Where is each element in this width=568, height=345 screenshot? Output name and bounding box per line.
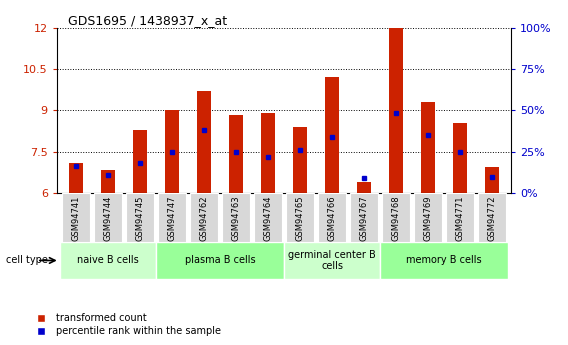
FancyBboxPatch shape	[319, 193, 345, 242]
Text: plasma B cells: plasma B cells	[185, 256, 255, 265]
Text: memory B cells: memory B cells	[406, 256, 482, 265]
FancyBboxPatch shape	[478, 193, 506, 242]
Bar	[325, 77, 339, 193]
Bar	[357, 182, 371, 193]
FancyBboxPatch shape	[62, 193, 90, 242]
FancyBboxPatch shape	[156, 241, 284, 279]
FancyBboxPatch shape	[223, 193, 249, 242]
Bar	[389, 28, 403, 193]
Text: GSM94766: GSM94766	[328, 196, 336, 241]
FancyBboxPatch shape	[158, 193, 186, 242]
Text: cell type: cell type	[6, 256, 48, 265]
Text: GDS1695 / 1438937_x_at: GDS1695 / 1438937_x_at	[68, 14, 227, 27]
Bar	[229, 115, 243, 193]
Text: GSM94767: GSM94767	[360, 196, 369, 241]
FancyBboxPatch shape	[190, 193, 218, 242]
FancyBboxPatch shape	[382, 193, 410, 242]
FancyBboxPatch shape	[254, 193, 282, 242]
FancyBboxPatch shape	[286, 193, 314, 242]
FancyBboxPatch shape	[60, 241, 156, 279]
Text: GSM94772: GSM94772	[487, 196, 496, 241]
Text: GSM94744: GSM94744	[103, 196, 112, 241]
FancyBboxPatch shape	[446, 193, 474, 242]
FancyBboxPatch shape	[284, 241, 380, 279]
Bar	[133, 130, 147, 193]
Bar	[261, 113, 275, 193]
FancyBboxPatch shape	[94, 193, 122, 242]
Text: naive B cells: naive B cells	[77, 256, 139, 265]
Bar	[293, 127, 307, 193]
FancyBboxPatch shape	[350, 193, 378, 242]
Text: GSM94771: GSM94771	[456, 196, 465, 241]
FancyBboxPatch shape	[415, 193, 441, 242]
Text: GSM94747: GSM94747	[168, 196, 177, 241]
FancyBboxPatch shape	[380, 241, 508, 279]
Bar	[69, 163, 83, 193]
Text: GSM94763: GSM94763	[232, 196, 240, 241]
Text: GSM94769: GSM94769	[424, 196, 432, 241]
Text: GSM94765: GSM94765	[295, 196, 304, 241]
Text: GSM94764: GSM94764	[264, 196, 273, 241]
Bar	[453, 123, 467, 193]
Legend: transformed count, percentile rank within the sample: transformed count, percentile rank withi…	[28, 309, 225, 340]
Bar	[165, 110, 179, 193]
Text: germinal center B
cells: germinal center B cells	[288, 250, 376, 271]
FancyBboxPatch shape	[127, 193, 153, 242]
Text: GSM94762: GSM94762	[199, 196, 208, 241]
Text: GSM94741: GSM94741	[72, 196, 81, 241]
Bar	[485, 167, 499, 193]
Bar	[101, 170, 115, 193]
Text: GSM94745: GSM94745	[136, 196, 144, 241]
Text: GSM94768: GSM94768	[391, 196, 400, 241]
Bar	[197, 91, 211, 193]
Bar	[421, 102, 435, 193]
